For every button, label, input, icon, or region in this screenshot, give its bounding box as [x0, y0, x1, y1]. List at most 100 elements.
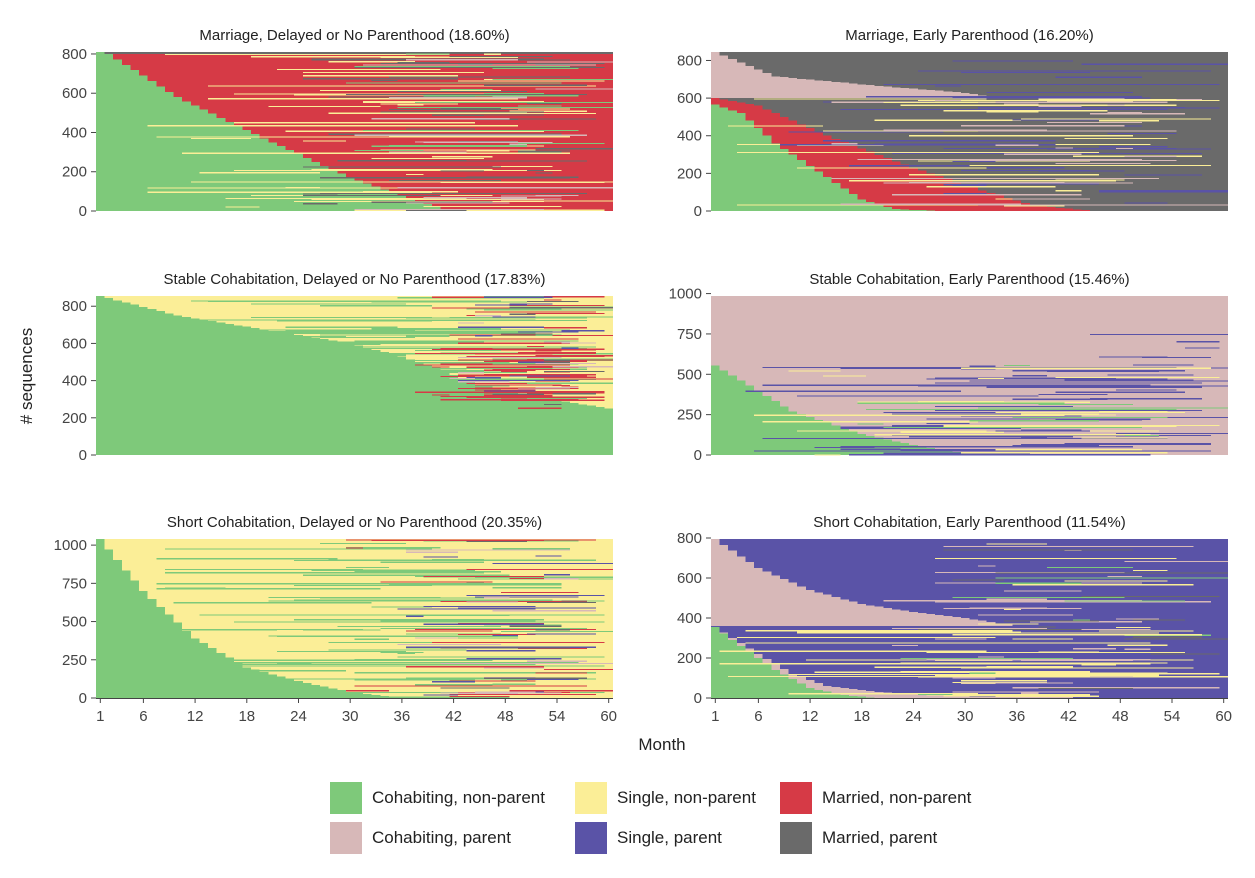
- sequence-streak: [432, 156, 493, 158]
- sequence-streak: [492, 587, 562, 589]
- x-tick-label: 18: [853, 708, 870, 725]
- sequence-streak: [492, 562, 613, 565]
- sequence-streak: [1021, 659, 1134, 662]
- sequence-streak: [840, 427, 1022, 430]
- sequence-streak: [423, 142, 553, 144]
- sequence-streak: [225, 206, 260, 208]
- x-tick-label: 54: [1164, 708, 1181, 725]
- sequence-streak: [995, 430, 1091, 432]
- sequence-streak: [311, 199, 545, 201]
- sequence-streak: [552, 334, 613, 337]
- sequence-streak: [1107, 104, 1125, 106]
- sequence-streak: [544, 378, 613, 380]
- sequence-streak: [492, 78, 613, 81]
- panel-title: Short Cohabitation, Delayed or No Parent…: [167, 514, 542, 531]
- sequence-streak: [190, 137, 252, 140]
- sequence-streak: [1003, 590, 1082, 592]
- sequence-streak: [397, 90, 527, 93]
- sequence-streak: [518, 407, 562, 409]
- sequence-streak: [1038, 98, 1177, 101]
- sequence-streak: [935, 377, 1116, 379]
- sequence-streak: [917, 70, 1211, 72]
- legend-item-married-parent: Married, parent: [780, 818, 937, 858]
- sequence-streak: [891, 152, 1203, 155]
- sequence-streak: [164, 572, 484, 574]
- sequence-streak: [500, 198, 562, 200]
- sequence-streak: [483, 540, 527, 542]
- sequence-streak: [483, 309, 613, 311]
- sequence-streak: [440, 378, 596, 380]
- sequence-streak: [156, 628, 364, 631]
- sequence-streak: [1107, 132, 1177, 135]
- sequence-streak: [986, 167, 1065, 169]
- sequence-streak: [328, 385, 510, 387]
- sequence-streak: [1090, 113, 1185, 115]
- sequence-streak: [926, 694, 1091, 696]
- sequence-streak: [208, 98, 519, 100]
- sequence-streak: [406, 677, 519, 679]
- sequence-streak: [943, 184, 979, 186]
- sequence-streak: [736, 637, 996, 639]
- sequence-streak: [1115, 432, 1228, 435]
- y-tick-label: 750: [62, 575, 87, 592]
- sequence-streak: [354, 685, 588, 687]
- sequence-streak: [926, 378, 1168, 380]
- x-tick-label: 1: [96, 708, 104, 725]
- sequence-streak: [952, 634, 1203, 636]
- sequence-streak: [440, 375, 476, 377]
- sequence-streak: [354, 658, 536, 661]
- sequence-streak: [440, 662, 613, 665]
- sequence-streak: [457, 322, 484, 324]
- sequence-streak: [397, 106, 613, 109]
- sequence-streak: [719, 663, 1151, 665]
- sequence-streak: [423, 694, 458, 696]
- sequence-streak: [552, 398, 579, 401]
- sequence-streak: [466, 366, 579, 368]
- sequence-streak: [397, 390, 519, 392]
- sequence-streak: [294, 619, 545, 621]
- sequence-streak: [1003, 609, 1022, 611]
- sequence-streak: [1124, 174, 1203, 176]
- sequence-streak: [509, 375, 570, 377]
- sequence-streak: [995, 572, 1228, 574]
- sequence-streak: [449, 377, 476, 380]
- sequence-streak: [457, 539, 501, 541]
- band-area: [96, 296, 613, 455]
- sequence-streak: [423, 205, 562, 208]
- sequence-streak: [276, 650, 407, 653]
- sequence-streak: [1012, 119, 1099, 121]
- sequence-streak: [500, 333, 553, 335]
- sequence-streak: [449, 56, 553, 58]
- sequence-streak: [509, 353, 562, 355]
- sequence-streak: [492, 634, 519, 637]
- sequence-streak: [552, 360, 588, 362]
- sequence-streak: [233, 621, 605, 623]
- x-tick-label: 42: [1060, 708, 1077, 725]
- sequence-streak: [440, 399, 562, 401]
- sequence-streak: [492, 118, 596, 120]
- sequence-streak: [475, 335, 493, 337]
- sequence-streak: [147, 125, 519, 127]
- panel-marriage-delayed-or-no-parenthood-18-60: Marriage, Delayed or No Parenthood (18.6…: [62, 27, 614, 220]
- sequence-streak: [311, 59, 424, 61]
- sequence-streak: [354, 379, 501, 381]
- sequence-streak: [276, 368, 467, 370]
- sequence-streak: [173, 369, 295, 371]
- sequence-streak: [500, 679, 527, 681]
- sequence-streak: [466, 582, 484, 584]
- sequence-streak: [483, 677, 588, 679]
- sequence-streak: [1012, 687, 1220, 689]
- sequence-streak: [371, 301, 527, 303]
- sequence-streak: [440, 647, 570, 649]
- sequence-streak: [1012, 416, 1168, 418]
- sequence-streak: [1115, 618, 1160, 620]
- sequence-streak: [1047, 121, 1142, 124]
- sequence-streak: [414, 614, 510, 617]
- sequence-streak: [544, 327, 588, 329]
- y-tick-label: 200: [677, 165, 702, 182]
- sequence-streak: [1055, 179, 1125, 181]
- x-tick-label: 36: [394, 708, 411, 725]
- sequence-streak: [457, 194, 484, 197]
- sequence-streak: [943, 695, 1082, 697]
